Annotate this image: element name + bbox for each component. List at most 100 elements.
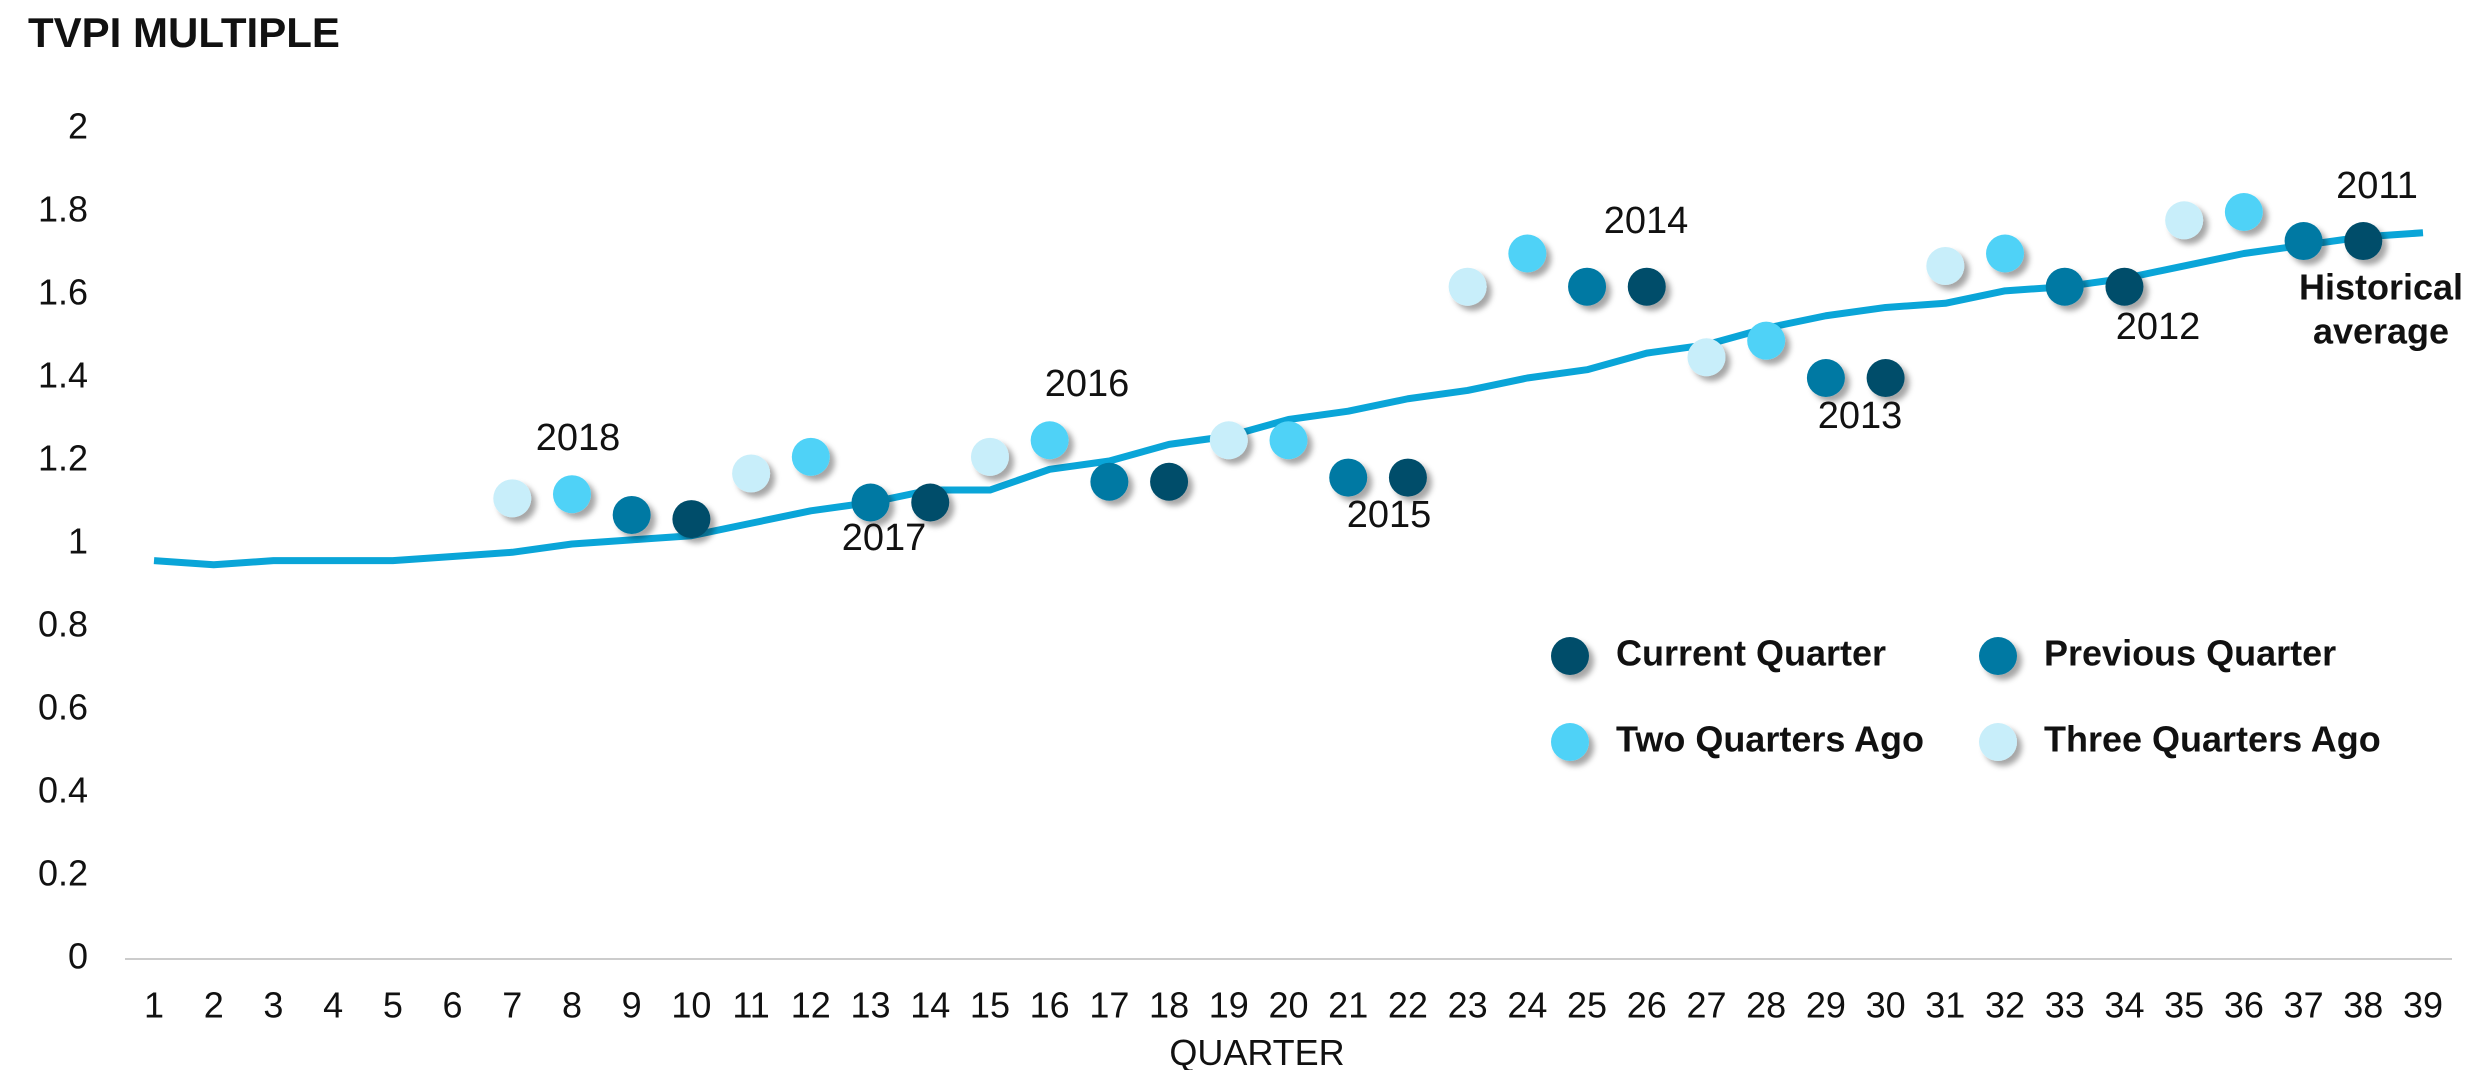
y-tick-label: 2 — [68, 106, 88, 147]
x-tick-label: 12 — [791, 985, 831, 1026]
x-tick-label: 24 — [1507, 985, 1547, 1026]
y-tick-label: 1 — [68, 521, 88, 562]
annotation: 2016 — [1045, 363, 1130, 405]
annotation: 2013 — [1818, 395, 1903, 437]
dot — [672, 500, 711, 539]
annotation: 2011 — [2336, 165, 2418, 207]
dot — [732, 454, 771, 493]
dot — [1448, 267, 1487, 306]
y-tick-label: 0.2 — [38, 853, 88, 894]
x-tick-label: 1 — [144, 985, 164, 1026]
x-tick-label: 21 — [1328, 985, 1368, 1026]
x-tick-label: 10 — [671, 985, 711, 1026]
dot — [911, 483, 950, 522]
dot — [2165, 201, 2204, 240]
dot — [2284, 222, 2323, 261]
dot — [552, 475, 591, 514]
dot — [2045, 267, 2084, 306]
legend-swatch — [1979, 723, 2017, 761]
x-tick-label: 14 — [910, 985, 950, 1026]
legend-label: Current Quarter — [1616, 633, 1886, 674]
x-tick-label: 25 — [1567, 985, 1607, 1026]
annotation: Historical — [2299, 267, 2463, 308]
x-axis-label: QUARTER — [1169, 1032, 1344, 1070]
dot — [1986, 234, 2025, 273]
dot — [1687, 338, 1726, 377]
dot — [1329, 458, 1368, 497]
x-tick-label: 29 — [1806, 985, 1846, 1026]
x-tick-label: 15 — [970, 985, 1010, 1026]
x-tick-label: 17 — [1089, 985, 1129, 1026]
x-tick-label: 13 — [851, 985, 891, 1026]
x-tick-label: 31 — [1925, 985, 1965, 1026]
x-tick-label: 22 — [1388, 985, 1428, 1026]
x-tick-label: 20 — [1268, 985, 1308, 1026]
x-tick-label: 39 — [2403, 985, 2443, 1026]
x-tick-label: 36 — [2224, 985, 2264, 1026]
legend-swatch — [1979, 637, 2017, 675]
x-tick-label: 5 — [383, 985, 403, 1026]
y-tick-label: 1.2 — [38, 438, 88, 479]
dot — [791, 437, 830, 476]
y-tick-label: 1.8 — [38, 189, 88, 230]
dot — [1030, 421, 1069, 460]
dot — [612, 495, 651, 534]
legend-label: Previous Quarter — [2044, 633, 2336, 674]
x-tick-label: 26 — [1627, 985, 1667, 1026]
legend-swatch — [1551, 637, 1589, 675]
y-tick-label: 0.8 — [38, 604, 88, 645]
annotation: 2014 — [1604, 200, 1689, 242]
x-tick-label: 4 — [323, 985, 343, 1026]
x-tick-label: 2 — [204, 985, 224, 1026]
average-line — [153, 229, 2424, 569]
x-tick-label: 7 — [502, 985, 522, 1026]
dot — [493, 479, 532, 518]
dot — [2224, 193, 2263, 231]
x-tick-label: 28 — [1746, 985, 1786, 1026]
dot — [1269, 421, 1308, 460]
y-tick-label: 1.4 — [38, 355, 88, 396]
dot — [2105, 267, 2144, 306]
x-tick-label: 32 — [1985, 985, 2025, 1026]
annotation: average — [2313, 311, 2449, 352]
annotation: 2012 — [2116, 306, 2201, 348]
dot — [1508, 234, 1547, 273]
x-tick-label: 6 — [443, 985, 463, 1026]
dot — [1806, 359, 1845, 397]
x-tick-label: 37 — [2284, 985, 2324, 1026]
x-tick-label: 35 — [2164, 985, 2204, 1026]
dot — [1090, 462, 1129, 501]
x-tick-label: 11 — [732, 985, 769, 1026]
x-tick-label: 33 — [2045, 985, 2085, 1026]
x-tick-label: 38 — [2343, 985, 2383, 1026]
annotation: 2017 — [842, 517, 927, 559]
y-tick-label: 1.6 — [38, 272, 88, 313]
legend-swatch — [1551, 723, 1589, 761]
y-tick-label: 0 — [68, 936, 88, 977]
dot — [851, 483, 890, 522]
x-tick-label: 3 — [263, 985, 283, 1026]
dot — [1747, 321, 1786, 360]
x-tick-label: 23 — [1448, 985, 1488, 1026]
x-tick-label: 34 — [2104, 985, 2144, 1026]
x-tick-label: 9 — [622, 985, 642, 1026]
x-tick-label: 19 — [1209, 985, 1249, 1026]
dot — [1866, 359, 1905, 397]
x-tick-label: 27 — [1686, 985, 1726, 1026]
x-tick-label: 18 — [1149, 985, 1189, 1026]
y-tick-label: 0.6 — [38, 687, 88, 728]
x-tick-label: 30 — [1866, 985, 1906, 1026]
legend-label: Three Quarters Ago — [2044, 719, 2381, 760]
legend-label: Two Quarters Ago — [1616, 719, 1924, 760]
x-tick-label: 8 — [562, 985, 582, 1026]
y-tick-label: 0.4 — [38, 770, 88, 811]
dot — [1150, 462, 1189, 501]
dot — [1568, 267, 1607, 306]
dot — [1627, 267, 1666, 306]
dot — [2344, 222, 2383, 261]
annotation: 2015 — [1347, 494, 1432, 536]
dot — [970, 437, 1009, 476]
dot — [1209, 421, 1248, 460]
annotation: 2018 — [536, 417, 621, 459]
